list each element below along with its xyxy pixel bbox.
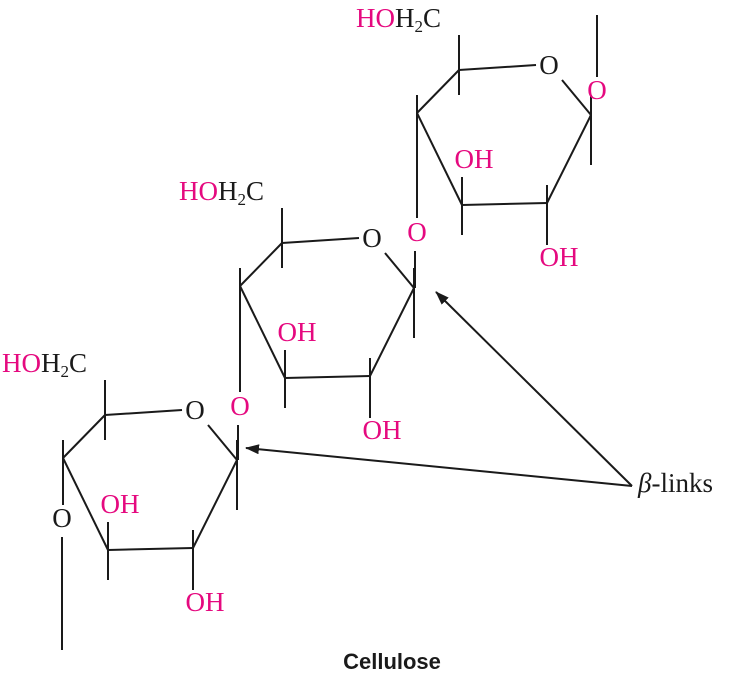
hydroxyl-lower: OH <box>186 587 225 617</box>
hydroxyl-upper: OH <box>101 489 140 519</box>
subscript: 2 <box>61 362 70 381</box>
bond <box>546 114 592 204</box>
hydroxyl-upper: OH <box>278 317 317 347</box>
bond <box>384 252 415 289</box>
hydroxymethyl: HOH2C <box>356 3 441 36</box>
hydrogen: H <box>218 176 238 206</box>
bond <box>284 375 371 379</box>
ring-oxygen: O <box>362 223 382 253</box>
bond <box>458 64 537 71</box>
bond <box>461 202 548 206</box>
terminal-oxygen: O <box>52 503 72 533</box>
hydroxymethyl: HOH2C <box>2 348 87 381</box>
bond <box>207 424 238 461</box>
beta-links-label: β-links <box>637 468 713 498</box>
glucose-ring: HOH2C O OH OH <box>179 176 415 445</box>
hydroxyl-upper: OH <box>455 144 494 174</box>
glucose-ring: HOH2C O OH OH <box>2 348 238 617</box>
subscript: 2 <box>415 17 424 36</box>
glycosidic-oxygen: O <box>407 217 427 247</box>
bond <box>369 287 415 377</box>
bond <box>239 242 283 287</box>
hydrogen: H <box>41 348 61 378</box>
hydroxymethyl: HOH2C <box>179 176 264 209</box>
arrow <box>435 291 633 487</box>
bond <box>416 112 463 206</box>
bond <box>281 237 360 244</box>
bond <box>416 69 460 114</box>
hydroxyl-lower: OH <box>363 415 402 445</box>
bond <box>192 459 238 549</box>
label-text: -links <box>651 468 713 498</box>
subscript: 2 <box>238 190 247 209</box>
bond <box>561 79 592 116</box>
caption: Cellulose <box>343 649 441 674</box>
beta-symbol: β <box>637 468 652 498</box>
ring-oxygen: O <box>185 395 205 425</box>
hydrogen: H <box>395 3 415 33</box>
carbon: C <box>246 176 264 206</box>
hydroxyl: HO <box>179 176 218 206</box>
bond <box>239 285 286 379</box>
bond <box>62 457 109 551</box>
glucose-ring: HOH2C O OH OH <box>356 3 592 272</box>
carbon: C <box>423 3 441 33</box>
hydroxyl-lower: OH <box>540 242 579 272</box>
terminal-oxygen: O <box>587 75 607 105</box>
hydroxyl: HO <box>356 3 395 33</box>
bond <box>104 409 183 416</box>
glycosidic-oxygen: O <box>230 391 250 421</box>
ring-oxygen: O <box>539 50 559 80</box>
bond <box>62 414 106 459</box>
bond <box>107 547 194 551</box>
carbon: C <box>69 348 87 378</box>
arrow <box>245 444 633 487</box>
hydroxyl: HO <box>2 348 41 378</box>
